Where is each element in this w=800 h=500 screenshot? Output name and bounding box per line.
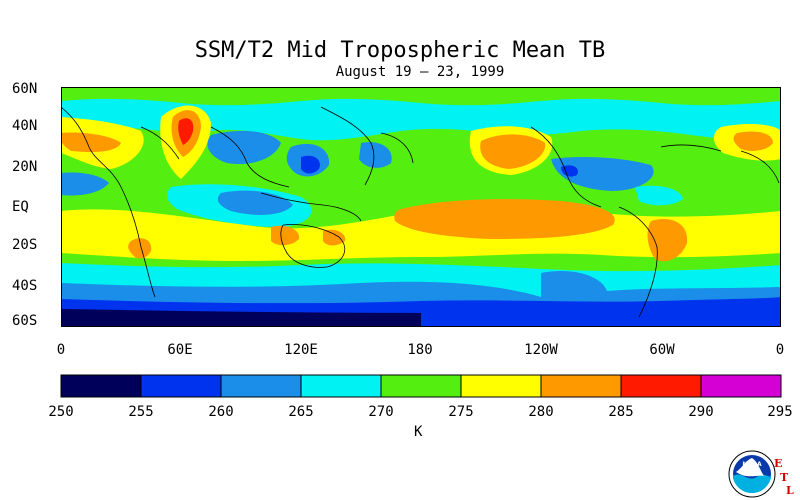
lat-label-40n: 40N	[12, 118, 38, 134]
noaa-text: NOAA	[742, 461, 762, 468]
lat-label-40s: 40S	[12, 278, 38, 294]
lon-label-120e: 120E	[284, 342, 318, 358]
colorbar-swatch-290-295	[700, 374, 782, 398]
lon-label-0: 0	[56, 342, 66, 358]
lon-label-120w: 120W	[524, 342, 558, 358]
colorbar-tick-290: 290	[688, 404, 714, 420]
colorbar-unit: K	[414, 424, 423, 440]
colorbar-swatch-255-260	[140, 374, 222, 398]
lat-label-60n: 60N	[12, 81, 38, 97]
etl-letter-l: L	[786, 484, 794, 497]
colorbar-swatch-270-275	[380, 374, 462, 398]
etl-letter-e: E	[774, 457, 782, 470]
colorbar-tick-255: 255	[128, 404, 154, 420]
map-subtitle: August 19 – 23, 1999	[335, 64, 505, 80]
lat-label-eq: EQ	[12, 199, 29, 215]
lon-label-180: 180	[407, 342, 433, 358]
lat-label-20s: 20S	[12, 237, 38, 253]
brightness-temperature-map	[61, 87, 781, 327]
colorbar-tick-270: 270	[368, 404, 394, 420]
lat-label-60s: 60S	[12, 313, 38, 329]
lon-label-60w: 60W	[649, 342, 675, 358]
colorbar-tick-275: 275	[448, 404, 474, 420]
colorbar-swatch-250-255	[60, 374, 142, 398]
colorbar-tick-295: 295	[767, 404, 793, 420]
colorbar-tick-280: 280	[528, 404, 554, 420]
map-title: SSM/T2 Mid Tropospheric Mean TB	[194, 38, 606, 63]
colorbar-swatch-280-285	[540, 374, 622, 398]
colorbar	[60, 374, 782, 398]
colorbar-tick-260: 260	[208, 404, 234, 420]
noaa-etl-logo: NOAA E T L	[728, 450, 794, 498]
lon-label-0-east: 0	[775, 342, 785, 358]
colorbar-tick-250: 250	[48, 404, 74, 420]
colorbar-tick-265: 265	[288, 404, 314, 420]
colorbar-swatch-285-290	[620, 374, 702, 398]
colorbar-swatch-260-265	[220, 374, 302, 398]
lon-label-60e: 60E	[167, 342, 193, 358]
colorbar-tick-285: 285	[608, 404, 634, 420]
etl-letter-t: T	[780, 471, 789, 484]
lat-label-20n: 20N	[12, 159, 38, 175]
colorbar-swatch-275-280	[460, 374, 542, 398]
colorbar-swatch-265-270	[300, 374, 382, 398]
